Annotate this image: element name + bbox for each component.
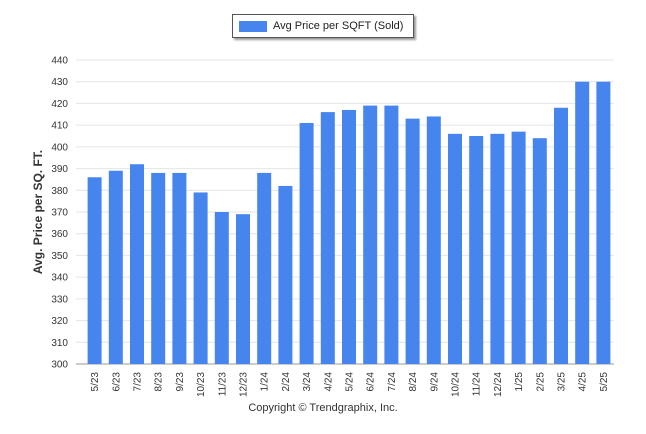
y-tick-label: 310 bbox=[51, 338, 68, 349]
x-tick-label: 10/24 bbox=[451, 372, 462, 397]
bar bbox=[236, 214, 250, 364]
bar bbox=[532, 138, 547, 364]
x-tick-label: 4/25 bbox=[578, 372, 589, 392]
bar bbox=[596, 81, 611, 364]
x-tick-label: 1/25 bbox=[514, 372, 525, 392]
x-tick-label: 7/24 bbox=[387, 372, 398, 392]
y-tick-label: 420 bbox=[51, 99, 68, 110]
bar bbox=[299, 122, 314, 364]
bar bbox=[257, 172, 272, 364]
x-tick-label: 12/24 bbox=[493, 372, 504, 397]
x-tick-label: 9/23 bbox=[175, 372, 186, 392]
x-tick-label: 11/23 bbox=[217, 372, 228, 397]
x-tick-label: 3/24 bbox=[302, 372, 313, 392]
bar bbox=[490, 133, 505, 364]
y-tick-label: 440 bbox=[51, 56, 68, 67]
bar bbox=[469, 136, 484, 364]
x-tick-label: 9/24 bbox=[429, 372, 440, 392]
x-tick-label: 2/25 bbox=[535, 372, 546, 392]
bar bbox=[575, 81, 590, 364]
bar bbox=[405, 118, 420, 364]
x-tick-label: 5/24 bbox=[345, 372, 356, 392]
bar bbox=[342, 109, 356, 364]
x-tick-label: 12/23 bbox=[239, 372, 250, 397]
bar bbox=[363, 105, 378, 364]
y-tick-label: 340 bbox=[51, 273, 68, 284]
x-tick-label: 2/24 bbox=[281, 372, 292, 392]
x-tick-label: 5/25 bbox=[599, 372, 610, 392]
y-tick-label: 430 bbox=[51, 77, 68, 88]
legend[interactable]: Avg Price per SQFT (Sold) bbox=[232, 14, 414, 38]
bar bbox=[151, 172, 166, 364]
x-tick-label: 8/23 bbox=[154, 372, 165, 392]
bar bbox=[320, 112, 335, 364]
bar bbox=[278, 185, 293, 364]
y-tick-label: 410 bbox=[51, 121, 68, 132]
y-tick-label: 320 bbox=[51, 316, 68, 327]
bar bbox=[511, 131, 526, 364]
y-axis-label: Avg. Price per SQ. FT. bbox=[31, 150, 45, 274]
y-tick-label: 390 bbox=[51, 164, 68, 175]
x-tick-label: 10/23 bbox=[196, 372, 207, 397]
bar bbox=[87, 177, 102, 364]
bar bbox=[193, 192, 208, 364]
legend-swatch bbox=[239, 20, 267, 32]
y-tick-label: 330 bbox=[51, 294, 68, 305]
y-tick-label: 350 bbox=[51, 251, 68, 262]
y-tick-label: 400 bbox=[51, 142, 68, 153]
y-tick-label: 300 bbox=[51, 360, 68, 371]
copyright-text: Copyright © Trendgraphix, Inc. bbox=[248, 402, 398, 414]
bar bbox=[384, 105, 399, 364]
legend-label: Avg Price per SQFT (Sold) bbox=[273, 20, 404, 32]
x-tick-label: 6/23 bbox=[111, 372, 122, 392]
x-tick-label: 6/24 bbox=[366, 372, 377, 392]
x-tick-label: 7/23 bbox=[133, 372, 144, 392]
bar bbox=[426, 116, 441, 364]
y-tick-label: 360 bbox=[51, 229, 68, 240]
bar bbox=[214, 212, 229, 364]
x-tick-label: 11/24 bbox=[472, 372, 483, 397]
y-tick-label: 370 bbox=[51, 208, 68, 219]
x-tick-label: 8/24 bbox=[408, 372, 419, 392]
bar bbox=[130, 164, 144, 364]
x-tick-label: 4/24 bbox=[323, 372, 334, 392]
bar bbox=[172, 172, 187, 364]
bar bbox=[448, 133, 462, 364]
bar bbox=[108, 170, 123, 364]
x-tick-label: 3/25 bbox=[557, 372, 568, 392]
y-tick-label: 380 bbox=[51, 186, 68, 197]
x-tick-label: 5/23 bbox=[90, 372, 101, 392]
bar bbox=[554, 107, 568, 365]
x-tick-label: 1/24 bbox=[260, 372, 271, 392]
